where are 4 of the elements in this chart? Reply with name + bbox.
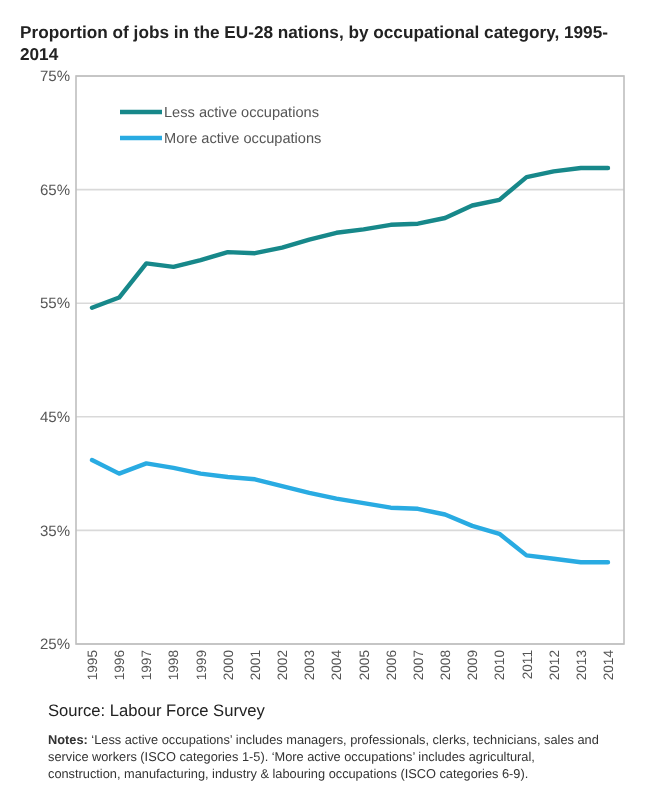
chart-title: Proportion of jobs in the EU-28 nations, by occupational category, 1995-2014 [20,22,609,64]
source-note: Source: Labour Force Survey [48,700,267,720]
line-series [89,457,611,565]
line-series [89,165,611,310]
